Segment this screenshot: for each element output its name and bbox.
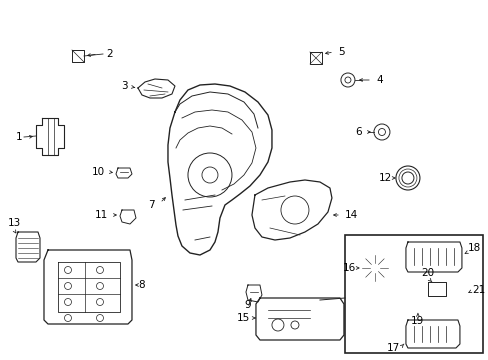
Text: 21: 21	[471, 285, 484, 295]
Text: 15: 15	[236, 313, 249, 323]
Text: 1: 1	[15, 132, 22, 142]
Text: 18: 18	[467, 243, 480, 253]
Text: 7: 7	[148, 200, 155, 210]
Text: 14: 14	[344, 210, 358, 220]
Text: 9: 9	[244, 300, 251, 310]
Text: 8: 8	[138, 280, 144, 290]
Text: 11: 11	[95, 210, 108, 220]
Bar	[344, 235, 482, 353]
Text: 3: 3	[121, 81, 128, 91]
Text: 5: 5	[337, 47, 344, 57]
Text: 13: 13	[7, 218, 20, 228]
Text: 2: 2	[106, 49, 112, 59]
Text: 19: 19	[410, 316, 424, 326]
Text: 6: 6	[355, 127, 361, 137]
Text: 17: 17	[386, 343, 399, 353]
Text: 16: 16	[342, 263, 355, 273]
Text: 12: 12	[378, 173, 391, 183]
Text: 4: 4	[375, 75, 382, 85]
Text: 20: 20	[421, 268, 434, 278]
Text: 10: 10	[92, 167, 105, 177]
